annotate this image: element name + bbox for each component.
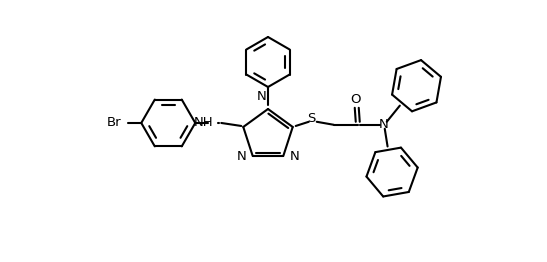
Text: N: N (256, 90, 266, 103)
Text: S: S (307, 112, 316, 125)
Text: O: O (351, 93, 361, 106)
Text: Br: Br (107, 117, 121, 129)
Text: N: N (237, 150, 247, 162)
Text: NH: NH (194, 117, 213, 129)
Text: N: N (379, 118, 388, 131)
Text: N: N (289, 150, 299, 162)
